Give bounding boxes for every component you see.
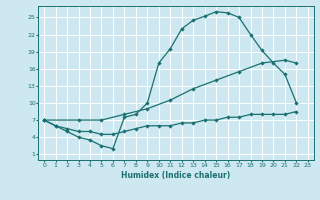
X-axis label: Humidex (Indice chaleur): Humidex (Indice chaleur) <box>121 171 231 180</box>
